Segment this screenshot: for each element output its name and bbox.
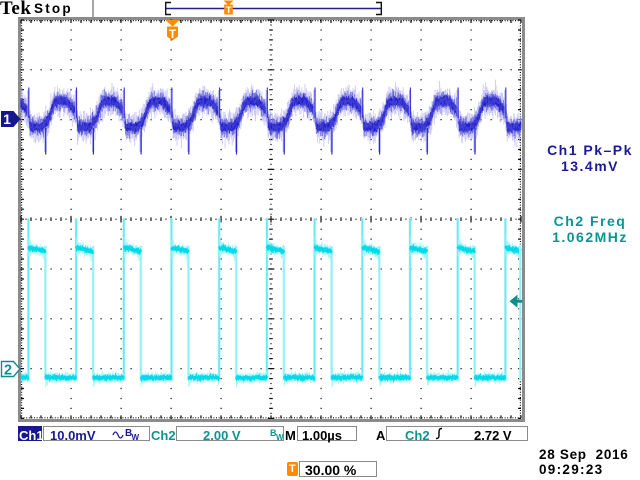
svg-text:W: W bbox=[276, 433, 284, 442]
svg-text:T: T bbox=[169, 27, 177, 41]
svg-text:2: 2 bbox=[4, 363, 12, 379]
svg-text:W: W bbox=[132, 433, 140, 442]
svg-text:B: B bbox=[270, 428, 277, 438]
svg-text:B: B bbox=[125, 428, 132, 439]
svg-text:1: 1 bbox=[3, 111, 11, 127]
svg-text:T: T bbox=[226, 5, 232, 16]
